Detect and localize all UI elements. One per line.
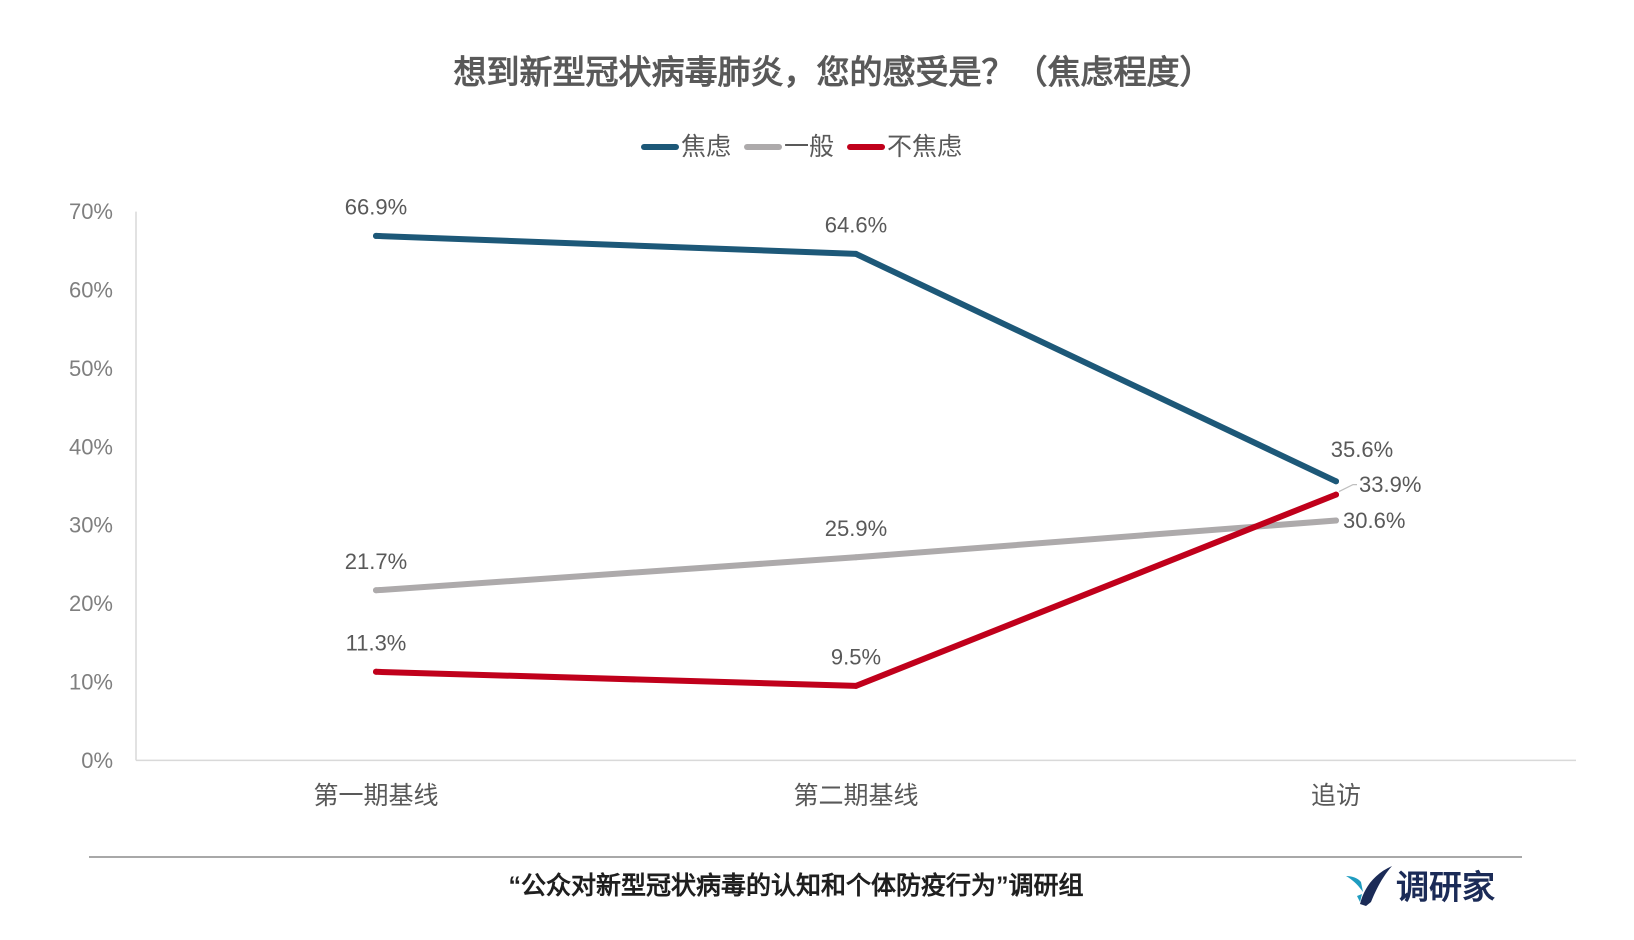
x-tick-label: 追访 [1311, 782, 1361, 810]
data-label: 11.3% [346, 630, 407, 655]
y-tick-label: 30% [69, 513, 113, 538]
y-axis: 0% 10% 20% 30% 40% 50% 60% 70% [69, 199, 137, 773]
data-point [373, 232, 379, 239]
y-tick-label: 40% [69, 434, 113, 459]
logo-icon-wing [1346, 876, 1363, 892]
logo-text: 调研家 [1396, 869, 1495, 906]
data-label: 64.6% [825, 212, 887, 237]
y-tick-label: 10% [69, 670, 113, 695]
logo: 调研家 [1346, 866, 1495, 906]
series-anxious [373, 232, 1339, 485]
data-point [1333, 491, 1339, 498]
data-point [1333, 478, 1339, 485]
data-point [853, 682, 859, 689]
chart-title: 想到新型冠状病毒肺炎，您的感受是？（焦虑程度） [454, 54, 1213, 91]
y-tick-label: 0% [81, 748, 113, 773]
y-tick-label: 20% [69, 591, 113, 616]
y-tick-label: 70% [69, 199, 113, 224]
data-point [853, 250, 859, 257]
data-label: 30.6% [1343, 508, 1405, 533]
data-point [373, 668, 379, 675]
data-labels: 66.9% 64.6% 35.6% 21.7% 25.9% 30.6% 11.3% 9.5% 3… [345, 194, 1422, 669]
legend: 焦虑 一般 不焦虑 [641, 133, 962, 161]
data-label: 21.7% [345, 549, 407, 574]
data-point [1333, 517, 1339, 524]
legend-label-not-anxious: 不焦虑 [887, 133, 962, 161]
data-label: 9.5% [831, 644, 881, 669]
logo-bird-icon [1346, 866, 1392, 906]
legend-label-neutral: 一般 [784, 133, 834, 161]
logo-icon-swoosh [1360, 866, 1392, 906]
data-label: 25.9% [825, 516, 887, 541]
data-point [853, 554, 859, 561]
data-label: 66.9% [345, 194, 407, 219]
y-tick-label: 50% [69, 356, 113, 381]
legend-item-neutral: 一般 [744, 133, 834, 161]
x-tick-label: 第一期基线 [313, 782, 438, 810]
legend-item-not-anxious: 不焦虑 [847, 133, 962, 161]
x-tick-label: 第二期基线 [793, 782, 918, 810]
logo-icon-tail [1357, 894, 1362, 902]
data-point [373, 587, 379, 594]
y-tick-label: 60% [69, 278, 113, 303]
data-label: 33.9% [1359, 472, 1421, 497]
series-not-anxious [373, 491, 1339, 689]
plot-series [373, 232, 1339, 689]
legend-label-anxious: 焦虑 [681, 133, 731, 161]
footer-source: “公众对新型冠状病毒的认知和个体防疫行为”调研组 [508, 871, 1083, 900]
legend-item-anxious: 焦虑 [641, 133, 731, 161]
data-label-leader-line [1338, 483, 1357, 493]
x-axis: 第一期基线 第二期基线 追访 [136, 759, 1576, 810]
series-neutral [373, 517, 1339, 594]
data-label: 35.6% [1331, 437, 1393, 462]
